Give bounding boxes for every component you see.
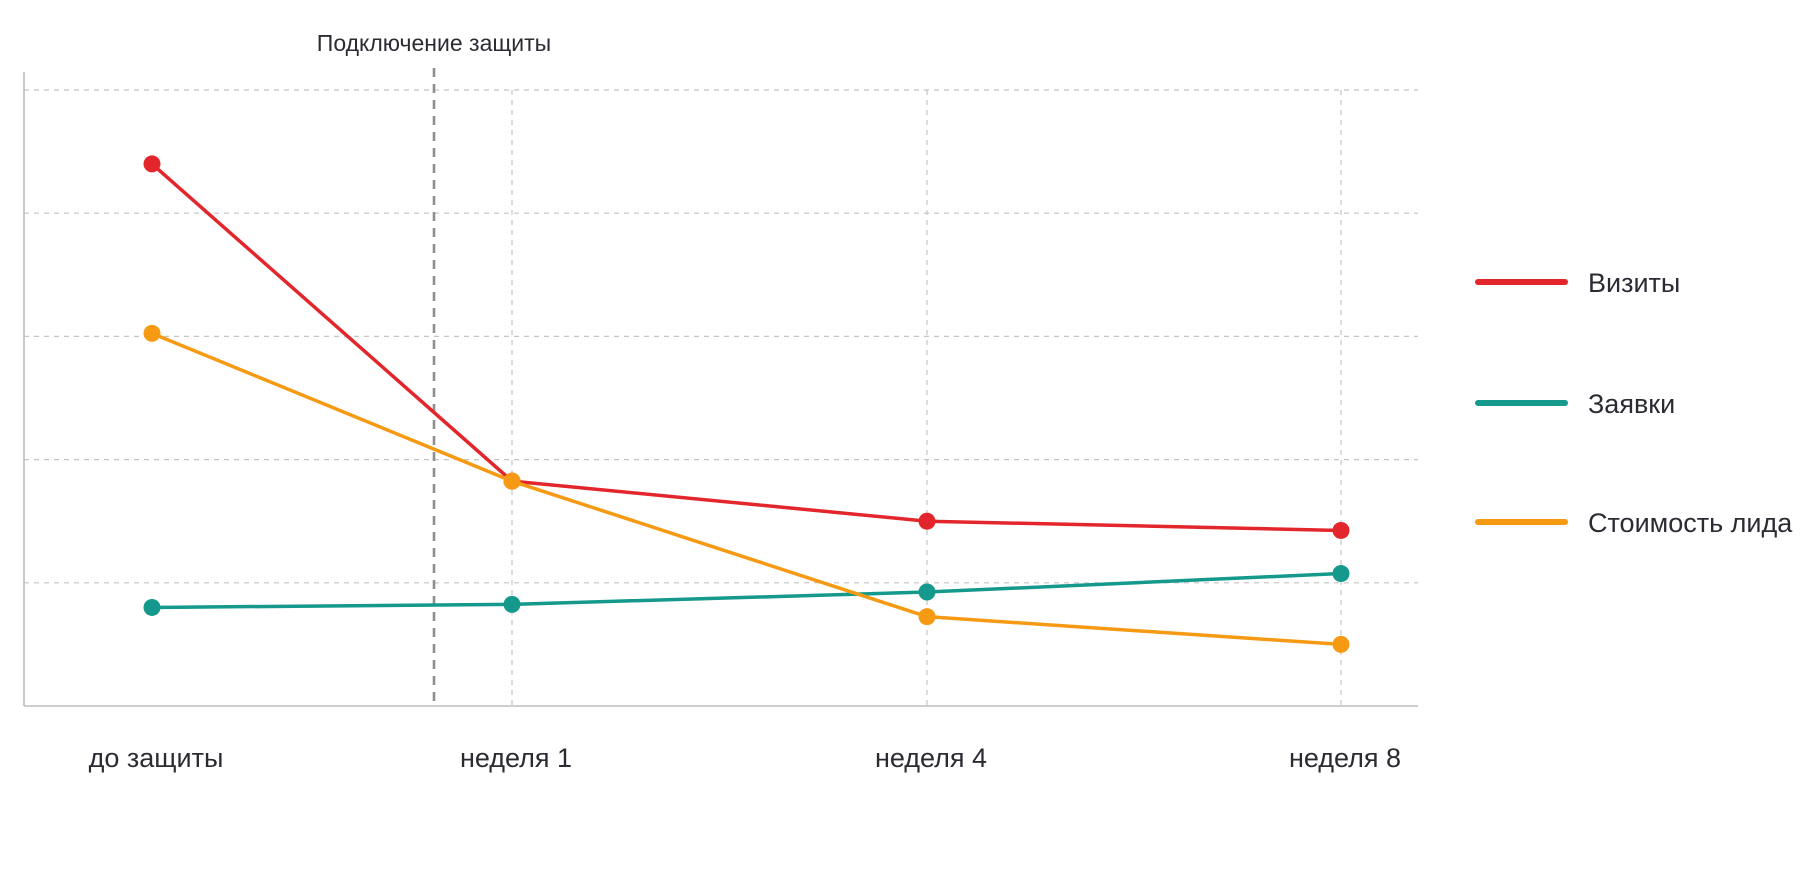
legend: Визиты Заявки Стоимость лида: [1475, 268, 1793, 538]
data-point: [918, 608, 936, 626]
series-3: [143, 324, 1350, 653]
legend-item: Заявки: [1475, 389, 1675, 419]
series-line: [150, 571, 1343, 610]
data-point: [1332, 635, 1350, 653]
axes: [23, 72, 1418, 707]
series-2: [143, 565, 1350, 616]
x-tick-label: до защиты: [89, 743, 224, 773]
grid: [24, 89, 1418, 706]
data-point: [503, 472, 521, 490]
data-point: [143, 155, 161, 173]
legend-label: Заявки: [1588, 389, 1675, 419]
legend-label: Визиты: [1588, 268, 1680, 298]
x-tick-label: неделя 1: [460, 743, 572, 773]
series-line: [150, 162, 1343, 533]
x-tick-label: неделя 8: [1289, 743, 1401, 773]
data-point: [918, 512, 936, 530]
x-tick-labels: до защиты неделя 1 неделя 4 неделя 8: [89, 743, 1401, 773]
protection-start-label: Подключение защиты: [317, 30, 551, 56]
data-point: [503, 595, 521, 613]
data-point: [1332, 565, 1350, 583]
annotations: Подключение защиты: [317, 30, 551, 706]
data-point: [918, 583, 936, 601]
legend-item: Визиты: [1475, 268, 1680, 298]
series-line: [150, 331, 1343, 647]
legend-label: Стоимость лида: [1588, 508, 1793, 538]
data-point: [143, 598, 161, 616]
data-point: [1332, 521, 1350, 539]
x-tick-label: неделя 4: [875, 743, 987, 773]
data-point: [143, 324, 161, 342]
legend-item: Стоимость лида: [1475, 508, 1793, 538]
series: [143, 155, 1350, 653]
